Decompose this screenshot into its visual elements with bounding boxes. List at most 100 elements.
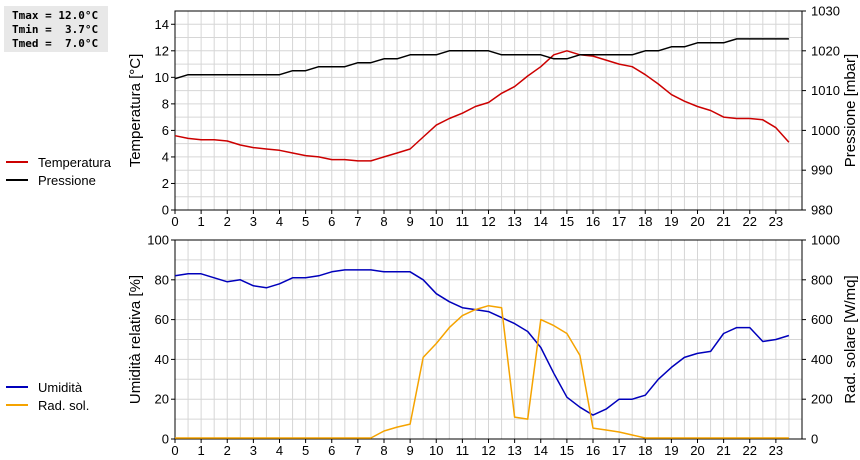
- legend-swatch-umidita: [6, 386, 28, 388]
- chart1-xtick-label: 7: [354, 214, 361, 229]
- chart2-y2label: Rad. solare [W/mq]: [842, 275, 859, 403]
- legend-item-umidita: Umidità: [6, 378, 89, 396]
- chart1-y2tick-label: 1010: [811, 83, 840, 98]
- chart1-xtick-label: 15: [560, 214, 574, 229]
- chart1-xtick-label: 9: [407, 214, 414, 229]
- chart2-ytick-label: 40: [155, 352, 169, 367]
- chart1-xtick-label: 20: [690, 214, 704, 229]
- chart1-ytick-label: 14: [155, 17, 169, 32]
- chart2-xtick-label: 3: [250, 443, 257, 458]
- chart1-xtick-label: 13: [507, 214, 521, 229]
- legend-bottom: Umidità Rad. sol.: [6, 378, 89, 414]
- chart1-y2label: Pressione [mbar]: [842, 54, 859, 167]
- chart2-series-rad-sol: [175, 304, 789, 439]
- chart2-xtick-label: 21: [716, 443, 730, 458]
- chart1-ytick-label: 8: [162, 96, 169, 111]
- stats-tmax: Tmax = 12.0°C: [12, 9, 99, 22]
- chart2-xtick-label: 9: [407, 443, 414, 458]
- legend-swatch-pressione: [6, 179, 28, 181]
- chart1-xtick-label: 8: [380, 214, 387, 229]
- chart1-ytick-label: 12: [155, 43, 169, 58]
- chart2-series-umidit: [174, 269, 790, 416]
- chart1-xtick-label: 2: [224, 214, 231, 229]
- chart1-y2tick-label: 1000: [811, 123, 840, 138]
- chart2-xtick-label: 10: [429, 443, 443, 458]
- chart2-xtick-label: 6: [328, 443, 335, 458]
- legend-item-temperatura: Temperatura: [6, 153, 111, 171]
- chart1-y2tick-label: 1020: [811, 43, 840, 58]
- chart2-xtick-label: 14: [534, 443, 548, 458]
- stats-box: Tmax = 12.0°C Tmin = 3.7°C Tmed = 7.0°C: [4, 6, 108, 52]
- chart2-xtick-label: 22: [743, 443, 757, 458]
- chart2-xtick-label: 2: [224, 443, 231, 458]
- legend-label-rad-sol: Rad. sol.: [38, 397, 90, 413]
- chart1-xtick-label: 12: [481, 214, 495, 229]
- chart1-xtick-label: 0: [171, 214, 178, 229]
- legend-label-temperatura: Temperatura: [38, 154, 111, 170]
- legend-top: Temperatura Pressione: [6, 153, 111, 189]
- stats-tmin: Tmin = 3.7°C: [12, 23, 99, 36]
- chart2-ytick-label: 100: [147, 233, 169, 248]
- chart1-ytick-label: 4: [162, 149, 169, 164]
- chart2-ytick-label: 60: [155, 312, 169, 327]
- chart1-xtick-label: 21: [716, 214, 730, 229]
- chart2-xtick-label: 11: [456, 443, 470, 458]
- chart1-xtick-label: 14: [534, 214, 548, 229]
- chart2-ytick-label: 20: [155, 392, 169, 407]
- chart2-xtick-label: 18: [638, 443, 652, 458]
- chart2-xtick-label: 0: [171, 443, 178, 458]
- chart2-y2tick-label: 1000: [811, 233, 840, 248]
- legend-item-rad-sol: Rad. sol.: [6, 396, 89, 414]
- chart2-xtick-label: 4: [276, 443, 283, 458]
- chart1-xtick-label: 5: [302, 214, 309, 229]
- chart2-xtick-label: 12: [481, 443, 495, 458]
- chart2-ylabel: Umidità relativa [%]: [127, 275, 144, 404]
- chart1-y2tick-label: 1030: [811, 4, 840, 19]
- chart1-xtick-label: 10: [429, 214, 443, 229]
- legend-swatch-rad-sol: [6, 404, 28, 406]
- chart2-xtick-label: 20: [690, 443, 704, 458]
- chart1-ylabel: Temperatura [°C]: [127, 54, 144, 168]
- chart1-xtick-label: 17: [612, 214, 626, 229]
- stats-tmed: Tmed = 7.0°C: [12, 37, 99, 50]
- chart2-xtick-label: 15: [560, 443, 574, 458]
- chart2-xtick-label: 23: [769, 443, 783, 458]
- chart1-y2tick-label: 980: [811, 203, 833, 218]
- chart1-ytick-label: 10: [155, 70, 169, 85]
- legend-label-pressione: Pressione: [38, 172, 96, 188]
- chart1-xtick-label: 23: [769, 214, 783, 229]
- chart1-xtick-label: 22: [743, 214, 757, 229]
- chart1-xtick-label: 19: [664, 214, 678, 229]
- chart2-xtick-label: 8: [380, 443, 387, 458]
- chart2-xtick-label: 1: [198, 443, 205, 458]
- chart2-xtick-label: 17: [612, 443, 626, 458]
- chart2-y2tick-label: 400: [811, 352, 833, 367]
- chart1-xtick-label: 6: [328, 214, 335, 229]
- chart2-xtick-label: 5: [302, 443, 309, 458]
- chart1-xtick-label: 18: [638, 214, 652, 229]
- chart1-ytick-label: 0: [162, 203, 169, 218]
- legend-label-umidita: Umidità: [38, 379, 83, 395]
- chart2-xtick-label: 13: [507, 443, 521, 458]
- chart1-ytick-label: 2: [162, 176, 169, 191]
- chart1-xtick-label: 3: [250, 214, 257, 229]
- chart2-y2tick-label: 800: [811, 272, 833, 287]
- chart2-ytick-label: 80: [155, 272, 169, 287]
- chart1-xtick-label: 1: [198, 214, 205, 229]
- chart2-xtick-label: 19: [664, 443, 678, 458]
- chart2-ytick-label: 0: [162, 432, 169, 447]
- chart1-series-pressione: [174, 38, 789, 80]
- chart2-y2tick-label: 0: [811, 432, 818, 447]
- chart1-xtick-label: 4: [276, 214, 283, 229]
- chart1-xtick-label: 16: [586, 214, 600, 229]
- chart2-y2tick-label: 200: [811, 392, 833, 407]
- chart2-y2tick-label: 600: [811, 312, 833, 327]
- chart1-y2tick-label: 990: [811, 163, 833, 178]
- chart1-xtick-label: 11: [456, 214, 470, 229]
- chart1-series-temperatura: [174, 50, 790, 162]
- chart2-xtick-label: 16: [586, 443, 600, 458]
- chart1-ytick-label: 6: [162, 123, 169, 138]
- chart2-xtick-label: 7: [354, 443, 361, 458]
- legend-item-pressione: Pressione: [6, 171, 111, 189]
